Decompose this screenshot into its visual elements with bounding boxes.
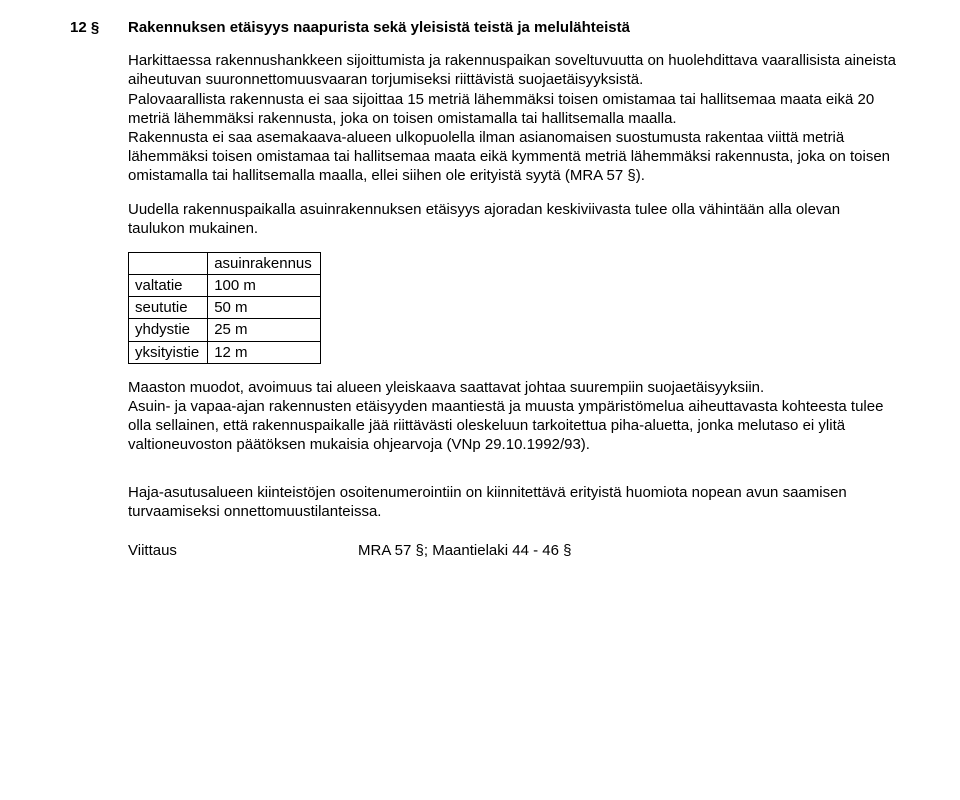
reference-footer: Viittaus MRA 57 §; Maantielaki 44 - 46 §	[128, 541, 900, 560]
table-cell-value: 25 m	[208, 319, 321, 341]
table-row: yksityistie 12 m	[129, 341, 321, 363]
paragraph: Palovaarallista rakennusta ei saa sijoit…	[128, 90, 900, 128]
table-row: valtatie 100 m	[129, 275, 321, 297]
section-number: 12 §	[70, 18, 128, 37]
table-cell-label: seututie	[129, 297, 208, 319]
distance-table: asuinrakennus valtatie 100 m seututie 50…	[128, 252, 321, 364]
document-page: 12 § Rakennuksen etäisyys naapurista sek…	[0, 0, 960, 578]
paragraph: Haja-asutusalueen kiinteistöjen osoitenu…	[128, 483, 900, 521]
table-cell-value: 50 m	[208, 297, 321, 319]
table-row: seututie 50 m	[129, 297, 321, 319]
paragraph: Uudella rakennuspaikalla asuinrakennukse…	[128, 200, 900, 238]
section-title: Rakennuksen etäisyys naapurista sekä yle…	[128, 18, 630, 37]
section-header: 12 § Rakennuksen etäisyys naapurista sek…	[70, 18, 900, 37]
reference-label: Viittaus	[128, 541, 358, 560]
paragraph: Harkittaessa rakennushankkeen sijoittumi…	[128, 51, 900, 89]
paragraph: Asuin- ja vapaa-ajan rakennusten etäisyy…	[128, 397, 900, 455]
table-row: yhdystie 25 m	[129, 319, 321, 341]
table-cell-label: yhdystie	[129, 319, 208, 341]
paragraph: Rakennusta ei saa asemakaava-alueen ulko…	[128, 128, 900, 186]
table-row: asuinrakennus	[129, 252, 321, 274]
table-cell-label: valtatie	[129, 275, 208, 297]
paragraph: Maaston muodot, avoimuus tai alueen ylei…	[128, 378, 900, 397]
table-cell-value: 100 m	[208, 275, 321, 297]
table-cell-empty	[129, 252, 208, 274]
reference-value: MRA 57 §; Maantielaki 44 - 46 §	[358, 541, 571, 560]
table-cell-label: yksityistie	[129, 341, 208, 363]
table-header: asuinrakennus	[208, 252, 321, 274]
table-cell-value: 12 m	[208, 341, 321, 363]
section-body: Harkittaessa rakennushankkeen sijoittumi…	[128, 51, 900, 560]
